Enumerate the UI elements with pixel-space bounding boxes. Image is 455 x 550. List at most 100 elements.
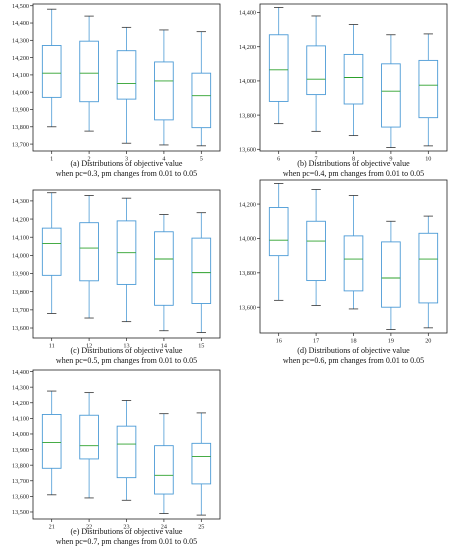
y-tick-label: 14,400 bbox=[239, 10, 256, 17]
x-tick-label: 21 bbox=[49, 524, 55, 531]
box-iqr bbox=[343, 53, 364, 105]
x-tick-label: 12 bbox=[86, 343, 92, 350]
x-tick-label: 18 bbox=[350, 338, 356, 345]
box-iqr bbox=[306, 220, 326, 282]
x-tick-label: 8 bbox=[352, 156, 355, 163]
x-tick-label: 4 bbox=[162, 156, 165, 163]
x-tick-label: 9 bbox=[389, 156, 392, 163]
x-tick-label: 6 bbox=[277, 156, 280, 163]
chart-panel-e: 13,500 13,600 13,700 13,800 13,900 14,000 14,1… bbox=[12, 369, 221, 546]
chart-panel-b: 13,600 13,800 14,000 14,200 14,400 6 7 8 9 10 (b) … bbox=[239, 3, 448, 178]
x-tick-label: 7 bbox=[315, 156, 318, 163]
x-tick-label: 22 bbox=[86, 524, 92, 531]
y-tick-label: 14,500 bbox=[12, 3, 29, 10]
x-tick-label: 1 bbox=[50, 156, 53, 163]
x-tick-label: 10 bbox=[425, 156, 431, 163]
y-tick-label: 13,600 bbox=[12, 325, 29, 332]
box-iqr bbox=[154, 231, 174, 306]
box-iqr bbox=[116, 425, 137, 479]
x-tick-label: 3 bbox=[125, 156, 128, 163]
y-tick-label: 14,300 bbox=[12, 198, 29, 205]
x-tick-label: 14 bbox=[161, 343, 167, 350]
y-tick-label: 13,700 bbox=[12, 141, 29, 148]
chart-title: (b) Distributions of objective value bbox=[297, 159, 410, 168]
x-tick-label: 23 bbox=[123, 524, 129, 531]
y-tick-label: 13,600 bbox=[12, 494, 29, 501]
y-tick-label: 14,000 bbox=[12, 253, 29, 260]
y-tick-label: 14,300 bbox=[12, 384, 29, 391]
y-tick-label: 14,400 bbox=[12, 20, 29, 27]
chart-panel-c: 13,600 13,700 13,800 13,900 14,000 14,100 14,2… bbox=[12, 189, 221, 365]
chart-subtitle: when pc=0.6, pm changes from 0.01 to 0.0… bbox=[283, 356, 424, 365]
y-tick-label: 13,900 bbox=[12, 107, 29, 114]
y-tick-label: 14,200 bbox=[239, 201, 256, 208]
box-iqr bbox=[381, 241, 401, 308]
x-tick-label: 5 bbox=[200, 156, 203, 163]
y-tick-label: 14,100 bbox=[12, 234, 29, 241]
chart-subtitle: when pc=0.3, pm changes from 0.01 to 0.0… bbox=[56, 169, 197, 178]
y-tick-label: 13,900 bbox=[12, 447, 29, 454]
x-tick-label: 20 bbox=[425, 338, 431, 345]
chart-subtitle: when pc=0.7, pm changes from 0.01 to 0.0… bbox=[56, 537, 197, 546]
box-iqr bbox=[79, 40, 99, 103]
x-tick-label: 15 bbox=[198, 343, 204, 350]
x-tick-label: 13 bbox=[123, 343, 129, 350]
y-tick-label: 13,800 bbox=[12, 289, 29, 296]
box-iqr bbox=[41, 414, 62, 469]
box-iqr bbox=[268, 34, 289, 102]
y-tick-label: 14,000 bbox=[12, 431, 29, 438]
x-tick-label: 19 bbox=[388, 338, 394, 345]
box-iqr bbox=[418, 59, 439, 119]
y-tick-label: 13,700 bbox=[12, 307, 29, 314]
box-iqr bbox=[79, 414, 99, 460]
x-tick-label: 25 bbox=[198, 524, 204, 531]
y-tick-label: 13,800 bbox=[239, 112, 256, 119]
chart-title: (a) Distributions of objective value bbox=[71, 159, 183, 168]
y-tick-label: 14,200 bbox=[239, 44, 256, 51]
box-iqr bbox=[79, 222, 99, 282]
x-tick-label: 17 bbox=[313, 338, 319, 345]
box-iqr bbox=[306, 45, 326, 96]
box-iqr bbox=[268, 207, 289, 257]
y-tick-label: 13,800 bbox=[12, 124, 29, 131]
y-tick-label: 13,600 bbox=[239, 304, 256, 311]
x-tick-label: 2 bbox=[88, 156, 91, 163]
y-tick-label: 14,400 bbox=[12, 369, 29, 376]
y-tick-label: 14,200 bbox=[12, 55, 29, 62]
y-tick-label: 14,100 bbox=[12, 72, 29, 79]
y-tick-label: 13,600 bbox=[239, 146, 256, 153]
chart-panel-a: 13,700 13,800 13,900 14,000 14,100 14,200 14,3… bbox=[12, 3, 221, 178]
box-iqr bbox=[41, 227, 62, 276]
y-tick-label: 13,800 bbox=[239, 270, 256, 277]
box-iqr bbox=[116, 50, 137, 100]
box-iqr bbox=[381, 63, 401, 128]
y-tick-label: 14,100 bbox=[12, 416, 29, 423]
box-iqr bbox=[191, 442, 212, 485]
box-iqr bbox=[343, 235, 364, 292]
y-tick-label: 14,200 bbox=[12, 400, 29, 407]
box-iqr bbox=[191, 237, 212, 304]
chart-title: (e) Distributions of objective value bbox=[71, 527, 183, 536]
chart-title: (d) Distributions of objective value bbox=[297, 346, 410, 355]
y-tick-label: 14,000 bbox=[12, 89, 29, 96]
chart-subtitle: when pc=0.5, pm changes from 0.01 to 0.0… bbox=[56, 356, 197, 365]
box-iqr bbox=[418, 232, 439, 304]
x-tick-label: 11 bbox=[49, 343, 55, 350]
y-tick-label: 13,500 bbox=[12, 509, 29, 516]
x-tick-label: 16 bbox=[276, 338, 282, 345]
y-tick-label: 13,800 bbox=[12, 462, 29, 469]
x-tick-label: 24 bbox=[161, 524, 167, 531]
box-iqr bbox=[154, 445, 174, 495]
chart-subtitle: when pc=0.4, pm changes from 0.01 to 0.0… bbox=[283, 169, 424, 178]
box-iqr bbox=[191, 72, 212, 129]
y-tick-label: 14,000 bbox=[239, 236, 256, 243]
y-tick-label: 14,200 bbox=[12, 216, 29, 223]
y-tick-label: 13,700 bbox=[12, 478, 29, 485]
y-tick-label: 13,900 bbox=[12, 271, 29, 278]
chart-panel-d: 13,600 13,800 14,000 14,200 16 17 18 19 20 (d) Di… bbox=[239, 179, 448, 365]
y-tick-label: 14,300 bbox=[12, 38, 29, 45]
box-iqr bbox=[41, 45, 62, 98]
chart-title: (c) Distributions of objective value bbox=[71, 346, 183, 355]
box-iqr bbox=[154, 61, 174, 121]
